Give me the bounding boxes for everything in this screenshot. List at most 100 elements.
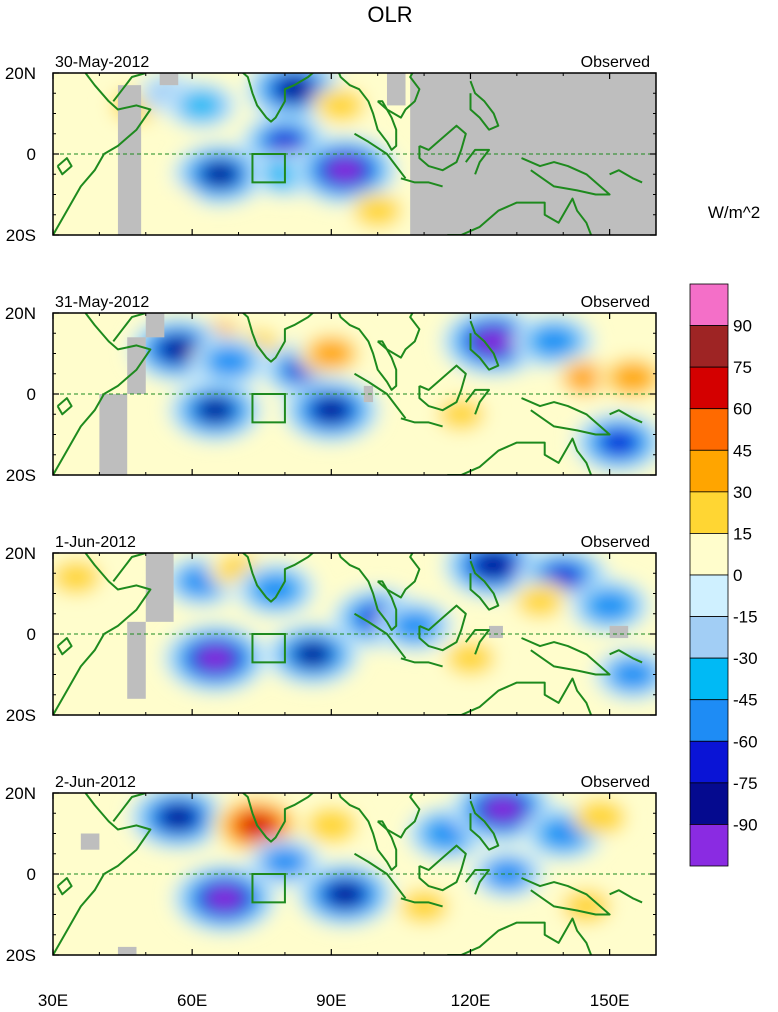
coastline (447, 197, 593, 235)
colorbar-label: 30 (733, 483, 752, 502)
coastline (469, 560, 500, 611)
coastline (56, 397, 73, 416)
anomaly-blob (485, 797, 521, 821)
coastline (53, 793, 152, 955)
colorbar: 90 75 60 45 30 15 0 -15 -30 -45 -60 -75 -90 (689, 283, 758, 867)
coastline (465, 148, 490, 175)
coastline (609, 169, 643, 184)
map-panel: 1-Jun-2012 Observed 20N 0 20S (5, 534, 657, 725)
anomaly-blob (197, 646, 233, 670)
anomaly-blob (327, 158, 363, 182)
anomaly-blob (590, 592, 629, 619)
colorbar-label: -90 (733, 815, 758, 834)
coastline (353, 372, 407, 419)
colorbar-label: 90 (733, 317, 752, 336)
coastline (241, 73, 315, 123)
missing-data (127, 337, 146, 394)
region-box (251, 873, 286, 904)
region-box (251, 633, 286, 664)
x-tick-label: 60E (177, 991, 207, 1010)
coastline (447, 437, 593, 475)
colorbar-swatch (689, 491, 729, 534)
panel-tag: Observed (581, 294, 650, 311)
y-tick-label: 20N (5, 64, 36, 83)
y-tick-label: 20S (6, 466, 36, 485)
coastline (354, 132, 407, 179)
anomaly-blob (160, 805, 197, 830)
anomaly-blob (575, 800, 625, 834)
y-tick-label: 0 (27, 145, 36, 164)
figure-title: OLR (367, 2, 412, 27)
missing-data (145, 313, 165, 338)
x-tick-label: 30E (38, 991, 68, 1010)
y-tick-label: 20N (5, 784, 36, 803)
map-panel: 30-May-2012 Observed 20N 0 20S (5, 54, 657, 245)
coastline (241, 793, 315, 843)
anomaly-blob (294, 642, 331, 667)
coastline (609, 409, 643, 424)
coastline (337, 73, 398, 151)
anomaly-blob (201, 162, 239, 187)
coastline (418, 844, 467, 892)
anomaly-blob (600, 430, 638, 455)
anomaly-blob (395, 612, 435, 639)
anomaly-blob (400, 890, 448, 923)
anomaly-blob (209, 348, 249, 375)
coastline (465, 388, 490, 415)
anomaly-blob (53, 561, 100, 593)
y-tick-label: 0 (27, 385, 36, 404)
anomaly-blob (354, 195, 402, 227)
anomaly-blob (447, 642, 494, 674)
coastline (56, 877, 73, 896)
coastline (418, 604, 467, 652)
coastline (418, 364, 467, 412)
colorbar-swatch (689, 616, 729, 659)
anomaly-blob (544, 820, 583, 847)
coastline (469, 80, 500, 131)
anomaly-blob (476, 329, 512, 353)
coastlines (53, 313, 643, 475)
missing-data (80, 833, 100, 850)
coastline (377, 313, 421, 359)
coastlines (53, 73, 643, 235)
missing-data (145, 553, 174, 622)
y-tick-label: 0 (27, 625, 36, 644)
anomaly-field (53, 313, 656, 475)
coastline (53, 313, 152, 475)
y-tick-label: 20N (5, 304, 36, 323)
colorbar-swatch (689, 533, 729, 576)
anomaly-blob (476, 553, 512, 577)
coastline (53, 553, 152, 715)
coastline (377, 73, 421, 119)
coastline (173, 73, 175, 74)
region-box (251, 153, 286, 184)
anomaly-field (53, 793, 656, 955)
anomaly-blob (160, 337, 197, 362)
x-tick-label: 150E (590, 991, 630, 1010)
missing-data (609, 625, 629, 639)
anomaly-blob (438, 399, 484, 430)
anomaly-blob (313, 398, 350, 423)
coastline (337, 793, 398, 871)
panel-tag: Observed (581, 774, 650, 791)
region-box (251, 393, 286, 424)
anomaly-blob (327, 882, 364, 907)
colorbar-swatch (689, 657, 729, 701)
anomaly-blob (517, 586, 563, 617)
coastline (112, 553, 147, 583)
missing-data (159, 73, 179, 86)
coastline (418, 124, 467, 172)
panels: 30-May-2012 Observed 20N 0 20S 31-May-2012 Obs… (5, 54, 657, 965)
missing-data (386, 73, 406, 106)
colorbar-swatch (689, 283, 729, 326)
x-tick-label: 120E (451, 991, 491, 1010)
coastline (53, 73, 152, 235)
anomaly-blob (276, 77, 313, 102)
colorbar-label: 0 (733, 566, 742, 585)
anomaly-blob (564, 363, 609, 393)
coastline (447, 917, 593, 955)
coastline (112, 313, 147, 343)
anomaly-blob (613, 661, 653, 688)
y-tick-label: 20S (6, 706, 36, 725)
